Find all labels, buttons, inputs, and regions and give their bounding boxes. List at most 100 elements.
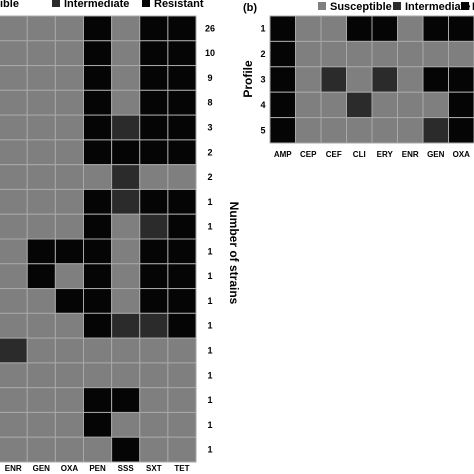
a-cell-r13-tet [167, 312, 197, 339]
a-row-label: 3 [207, 123, 212, 133]
a-cell-r1-tet [167, 15, 197, 42]
a-cell-r3-pen [83, 65, 113, 91]
a-cell-r10-tet [167, 238, 197, 265]
b-col-label-gen: GEN [427, 150, 445, 159]
b-cell-r2-oxa [448, 40, 474, 68]
b-cell-r1-gen [422, 15, 449, 42]
a-col-label-gen: GEN [33, 464, 51, 473]
heatmap-a: 26109832211111111111ERYENRGENOXAPENSSSSX… [0, 15, 215, 473]
a-cell-r16-oxa [54, 387, 85, 413]
a-row-label: 26 [205, 23, 215, 33]
a-cell-r11-oxa [54, 263, 85, 290]
a-cell-r18-sxt [139, 436, 169, 463]
a-cell-r14-tet [167, 337, 197, 364]
a-cell-r3-enr [0, 65, 28, 91]
a-cell-r2-oxa [54, 40, 85, 67]
a-row-label: 1 [207, 321, 212, 331]
panel-b-tag: (b) [243, 2, 257, 14]
a-cell-r15-oxa [54, 362, 85, 389]
b-cell-r3-ery [371, 66, 398, 93]
a-cell-r17-enr [0, 411, 28, 438]
legend-a-label-susceptible: ible [0, 0, 19, 10]
a-cell-r15-sss [111, 362, 141, 389]
a-cell-r2-enr [0, 40, 28, 67]
b-cell-r4-cli [346, 91, 373, 119]
a-cell-r16-sxt [139, 387, 169, 413]
a-cell-r11-enr [0, 263, 28, 290]
legend-a-label-intermediate: Intermediate [64, 0, 129, 10]
a-cell-r2-sss [111, 40, 141, 67]
a-cell-r6-enr [0, 139, 28, 166]
a-col-label-sxt: SXT [146, 464, 162, 473]
a-cell-r12-sss [111, 288, 141, 314]
a-cell-r12-enr [0, 288, 28, 314]
a-cell-r14-pen [83, 337, 113, 364]
a-cell-r13-gen [26, 312, 56, 339]
legend-a-label-resistant: Resistant [154, 0, 204, 10]
a-cell-r11-sxt [139, 263, 169, 290]
a-cell-r1-sss [111, 15, 141, 42]
a-cell-r16-tet [167, 387, 197, 413]
b-cell-r1-oxa [448, 15, 474, 42]
a-cell-r7-tet [167, 164, 197, 190]
b-cell-r1-enr [397, 15, 424, 42]
a-row-label: 1 [207, 445, 212, 455]
b-cell-r5-cli [346, 117, 373, 144]
a-cell-r17-sxt [139, 411, 169, 438]
a-cell-r13-sxt [139, 312, 169, 339]
a-cell-r13-sss [111, 312, 141, 339]
a-cell-r4-pen [83, 89, 113, 116]
a-cell-r7-enr [0, 164, 28, 190]
a-cell-r4-tet [167, 89, 197, 116]
a-col-label-oxa: OXA [61, 464, 79, 473]
b-cell-r3-oxa [448, 66, 474, 93]
a-cell-r15-sxt [139, 362, 169, 389]
b-row-label: 5 [260, 125, 265, 135]
a-cell-r8-enr [0, 188, 28, 215]
a-cell-r7-pen [83, 164, 113, 190]
a-col-label-pen: PEN [89, 464, 106, 473]
b-cell-r4-cef [320, 91, 347, 119]
a-cell-r14-gen [26, 337, 56, 364]
a-row-label: 2 [207, 172, 212, 182]
a-cell-r14-sss [111, 337, 141, 364]
a-cell-r2-gen [26, 40, 56, 67]
a-cell-r11-sss [111, 263, 141, 290]
a-cell-r8-oxa [54, 188, 85, 215]
a-cell-r3-gen [26, 65, 56, 91]
a-cell-r6-sss [111, 139, 141, 166]
a-cell-r1-enr [0, 15, 28, 42]
legend-b-swatch-resistant [461, 2, 469, 10]
a-cell-r9-gen [26, 213, 56, 240]
a-cell-r1-pen [83, 15, 113, 42]
b-cell-r1-amp [269, 15, 296, 42]
a-row-label: 1 [207, 271, 212, 281]
b-col-label-oxa: OXA [453, 150, 471, 159]
b-cell-r5-amp [269, 117, 296, 144]
a-cell-r11-pen [83, 263, 113, 290]
b-cell-r5-ery [371, 117, 398, 144]
a-cell-r15-pen [83, 362, 113, 389]
legend-b-label-susceptible: Susceptible [330, 1, 392, 13]
a-cell-r14-enr [0, 337, 28, 364]
b-cell-r5-cef [320, 117, 347, 144]
a-cell-r6-oxa [54, 139, 85, 166]
a-cell-r2-sxt [139, 40, 169, 67]
a-cell-r15-gen [26, 362, 56, 389]
b-cell-r3-enr [397, 66, 424, 93]
a-cell-r17-oxa [54, 411, 85, 438]
a-cell-r2-tet [167, 40, 197, 67]
b-row-label: 3 [260, 75, 265, 85]
a-cell-r7-sss [111, 164, 141, 190]
a-cell-r4-enr [0, 89, 28, 116]
a-row-label: 8 [207, 98, 212, 108]
b-cell-r5-cep [295, 117, 322, 144]
heatmap-b: 1 2 3 4 5 AMP CEP CEF CLI ERY ENR GEN OXA [260, 15, 474, 159]
a-cell-r9-sxt [139, 213, 169, 240]
a-cell-r3-sss [111, 65, 141, 91]
a-cell-r5-sxt [139, 114, 169, 141]
a-row-label: 1 [207, 246, 212, 256]
a-cell-r2-pen [83, 40, 113, 67]
a-cell-r11-gen [26, 263, 56, 290]
